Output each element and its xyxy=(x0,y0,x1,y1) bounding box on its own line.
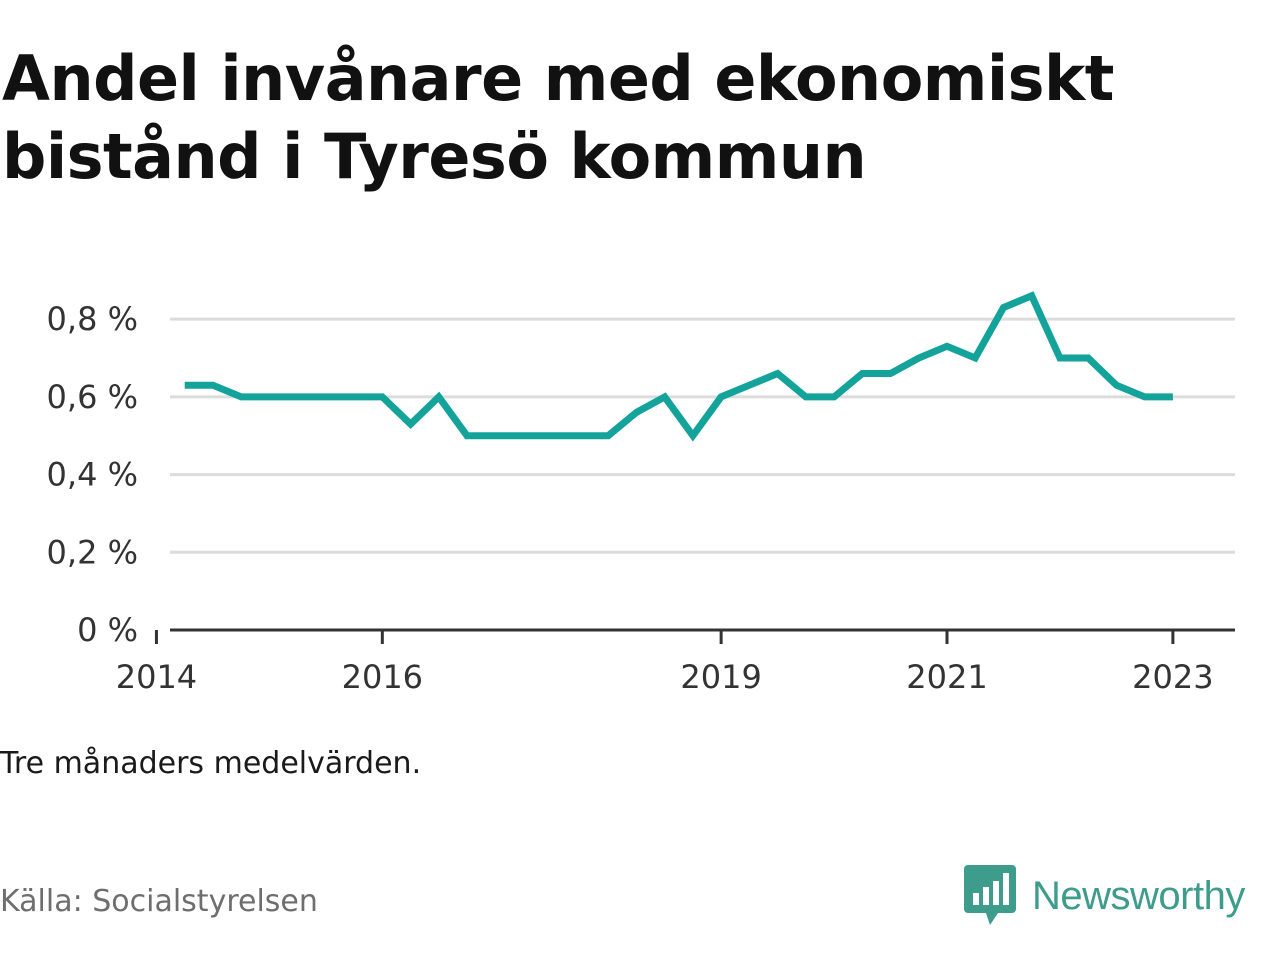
x-axis: 2014 2016 2019 2021 2023 xyxy=(116,628,1235,696)
brand-logo: Newsworthy xyxy=(964,864,1245,928)
x-tick-label: 2023 xyxy=(1132,658,1213,696)
chart-title: Andel invånare med ekonomiskt bistånd i … xyxy=(2,42,1114,193)
line-chart: 0 % 0,2 % 0,4 % 0,6 % 0,8 % 2014 2016 2019 2021… xyxy=(47,291,1235,696)
y-tick-label: 0,8 % xyxy=(47,300,138,338)
series-line xyxy=(184,291,1173,442)
y-tick-label: 0,4 % xyxy=(47,456,138,494)
y-tick-label: 0 % xyxy=(77,611,138,649)
series-layer xyxy=(184,291,1173,442)
chart-note: Tre månaders medelvärden. xyxy=(0,746,422,781)
bar-chart-speech-bubble-icon xyxy=(964,865,1016,925)
source-label: Källa: Socialstyrelsen xyxy=(0,884,318,919)
grid-lines xyxy=(170,317,1235,554)
y-axis: 0 % 0,2 % 0,4 % 0,6 % 0,8 % xyxy=(47,300,138,649)
y-tick-label: 0,2 % xyxy=(47,533,138,571)
x-tick-label: 2019 xyxy=(680,658,761,696)
x-tick-label: 2016 xyxy=(342,658,423,696)
brand-name: Newsworthy xyxy=(1032,873,1245,918)
y-tick-label: 0,6 % xyxy=(47,378,138,416)
x-tick-label: 2021 xyxy=(906,658,987,696)
x-tick-label: 2014 xyxy=(116,658,197,696)
